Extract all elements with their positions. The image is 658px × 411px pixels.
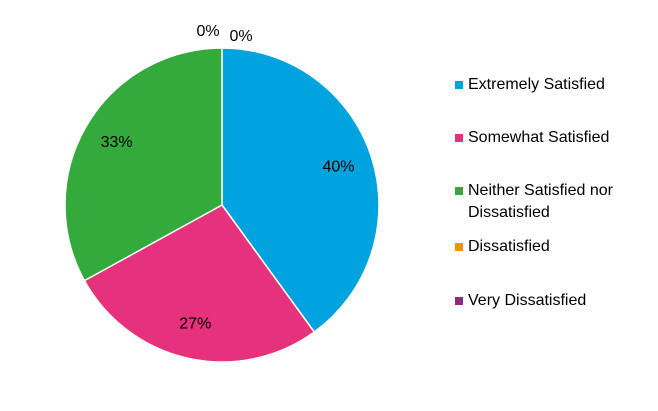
legend-swatch [455,243,463,251]
data-label: 0% [229,28,252,45]
legend-item: Neither Satisfied nor Dissatisfied [455,180,645,224]
data-label: 33% [101,134,133,151]
pie-slice [221,47,380,334]
pie-slice [83,204,316,363]
legend-label: Extremely Satisfied [468,76,605,93]
data-label: 40% [322,158,354,175]
legend-label: Neither Satisfied nor Dissatisfied [468,182,613,221]
data-label: 27% [179,316,211,333]
legend-label: Somewhat Satisfied [468,129,610,146]
legend-swatch [455,297,463,305]
legend-item: Extremely Satisfied [455,74,645,96]
legend-swatch [455,81,463,89]
legend-label: Very Dissatisfied [468,292,587,309]
data-label: 0% [196,23,219,40]
legend-swatch [455,187,463,195]
pie-slice [64,47,223,282]
legend-label: Dissatisfied [468,238,550,255]
legend-item: Very Dissatisfied [455,290,645,312]
legend-item: Somewhat Satisfied [455,127,645,149]
legend-item: Dissatisfied [455,236,645,258]
legend-swatch [455,134,463,142]
